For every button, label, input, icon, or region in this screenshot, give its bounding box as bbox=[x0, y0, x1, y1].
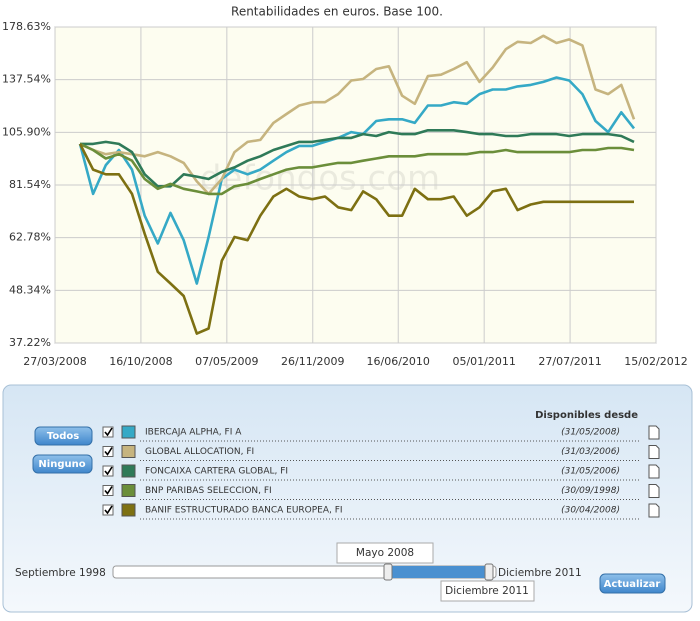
y-tick-label: 105.90% bbox=[2, 125, 51, 138]
button-label[interactable]: Ninguno bbox=[38, 459, 85, 470]
document-icon[interactable] bbox=[648, 484, 660, 498]
checkmark[interactable] bbox=[104, 427, 113, 437]
legend-swatch bbox=[121, 445, 136, 458]
legend-label: GLOBAL ALLOCATION, FI bbox=[145, 447, 254, 457]
marks: 37.22% 48.34% 62.78% 81.54% 105.90% 137.54% 17… bbox=[2, 20, 688, 368]
document-icon[interactable] bbox=[648, 464, 660, 479]
series-line bbox=[79, 142, 635, 196]
checkbox[interactable] bbox=[102, 465, 114, 477]
control-panel bbox=[2, 384, 693, 613]
checkmark[interactable] bbox=[104, 447, 113, 456]
checkbox[interactable] bbox=[102, 426, 114, 438]
fund-rows: IBERCAJA ALPHA, FI A (31/05/2008) GLOBAL A… bbox=[102, 425, 660, 520]
checkbox[interactable] bbox=[102, 485, 114, 496]
legend-label: IBERCAJA ALPHA, FI A bbox=[145, 428, 242, 438]
x-tick-label: 27/07/2011 bbox=[538, 355, 601, 368]
y-tick-label: 137.54% bbox=[2, 73, 51, 86]
series-line bbox=[78, 143, 634, 335]
series-line bbox=[78, 76, 636, 285]
from-box bbox=[336, 542, 434, 564]
x-tick-label: 26/11/2009 bbox=[281, 355, 344, 368]
y-tick-label: 37.22% bbox=[9, 336, 51, 349]
watermark: defondos.com bbox=[200, 159, 440, 199]
slider-max-label: Diciembre 2011 bbox=[498, 567, 582, 579]
x-tick-label: 16/10/2008 bbox=[109, 355, 172, 368]
series-line bbox=[79, 34, 636, 196]
chart-title: Rentabilidades en euros. Base 100. bbox=[231, 5, 443, 19]
slider-range bbox=[390, 566, 486, 578]
all-button[interactable]: Todos bbox=[34, 426, 93, 446]
x-tick-label: 27/03/2008 bbox=[23, 355, 86, 368]
column-header: Disponibles desde bbox=[535, 410, 638, 421]
available-since: (30/04/2008) bbox=[561, 506, 620, 516]
none-button[interactable]: Ninguno bbox=[32, 454, 93, 474]
legend-swatch bbox=[121, 425, 136, 439]
y-tick-label: 48.34% bbox=[9, 283, 51, 296]
available-since: (30/09/1998) bbox=[561, 486, 620, 496]
checkmark[interactable] bbox=[104, 466, 113, 476]
x-tick-label: 05/01/2011 bbox=[452, 355, 515, 368]
legend-swatch bbox=[121, 484, 136, 497]
update-button[interactable]: Actualizar bbox=[599, 573, 666, 594]
x-tick-label: 15/02/2012 bbox=[624, 355, 687, 368]
button-label[interactable]: Actualizar bbox=[604, 579, 661, 590]
legend-label: BANIF ESTRUCTURADO BANCA EUROPEA, FI bbox=[145, 506, 343, 516]
document-icon[interactable] bbox=[648, 425, 660, 440]
checkmark[interactable] bbox=[104, 486, 113, 495]
y-tick-label: 178.63% bbox=[2, 20, 51, 33]
document-icon[interactable] bbox=[648, 503, 660, 518]
document-icon[interactable] bbox=[648, 445, 660, 459]
legend-label: FONCAIXA CARTERA GLOBAL, FI bbox=[145, 467, 288, 477]
checkbox[interactable] bbox=[102, 504, 114, 516]
slider-thumb[interactable] bbox=[484, 563, 494, 581]
available-since: (31/05/2008) bbox=[561, 428, 620, 438]
available-since: (31/03/2006) bbox=[561, 447, 620, 457]
x-tick-label: 16/06/2010 bbox=[367, 355, 430, 368]
slider-thumb[interactable] bbox=[383, 563, 393, 581]
checkmark[interactable] bbox=[104, 505, 113, 515]
button-label[interactable]: Todos bbox=[47, 431, 79, 442]
legend-swatch bbox=[121, 503, 136, 517]
x-tick-label: 07/05/2009 bbox=[195, 355, 258, 368]
y-tick-label: 81.54% bbox=[9, 178, 51, 191]
from-label: Mayo 2008 bbox=[356, 547, 414, 559]
to-label: Diciembre 2011 bbox=[445, 585, 529, 597]
legend-swatch bbox=[121, 464, 136, 478]
checkbox[interactable] bbox=[102, 446, 114, 457]
available-since: (31/05/2006) bbox=[561, 467, 620, 477]
slider-min-label: Septiembre 1998 bbox=[15, 567, 106, 579]
legend-label: BNP PARIBAS SELECCION, FI bbox=[145, 486, 272, 496]
y-tick-label: 62.78% bbox=[9, 231, 51, 244]
to-box bbox=[440, 580, 535, 602]
